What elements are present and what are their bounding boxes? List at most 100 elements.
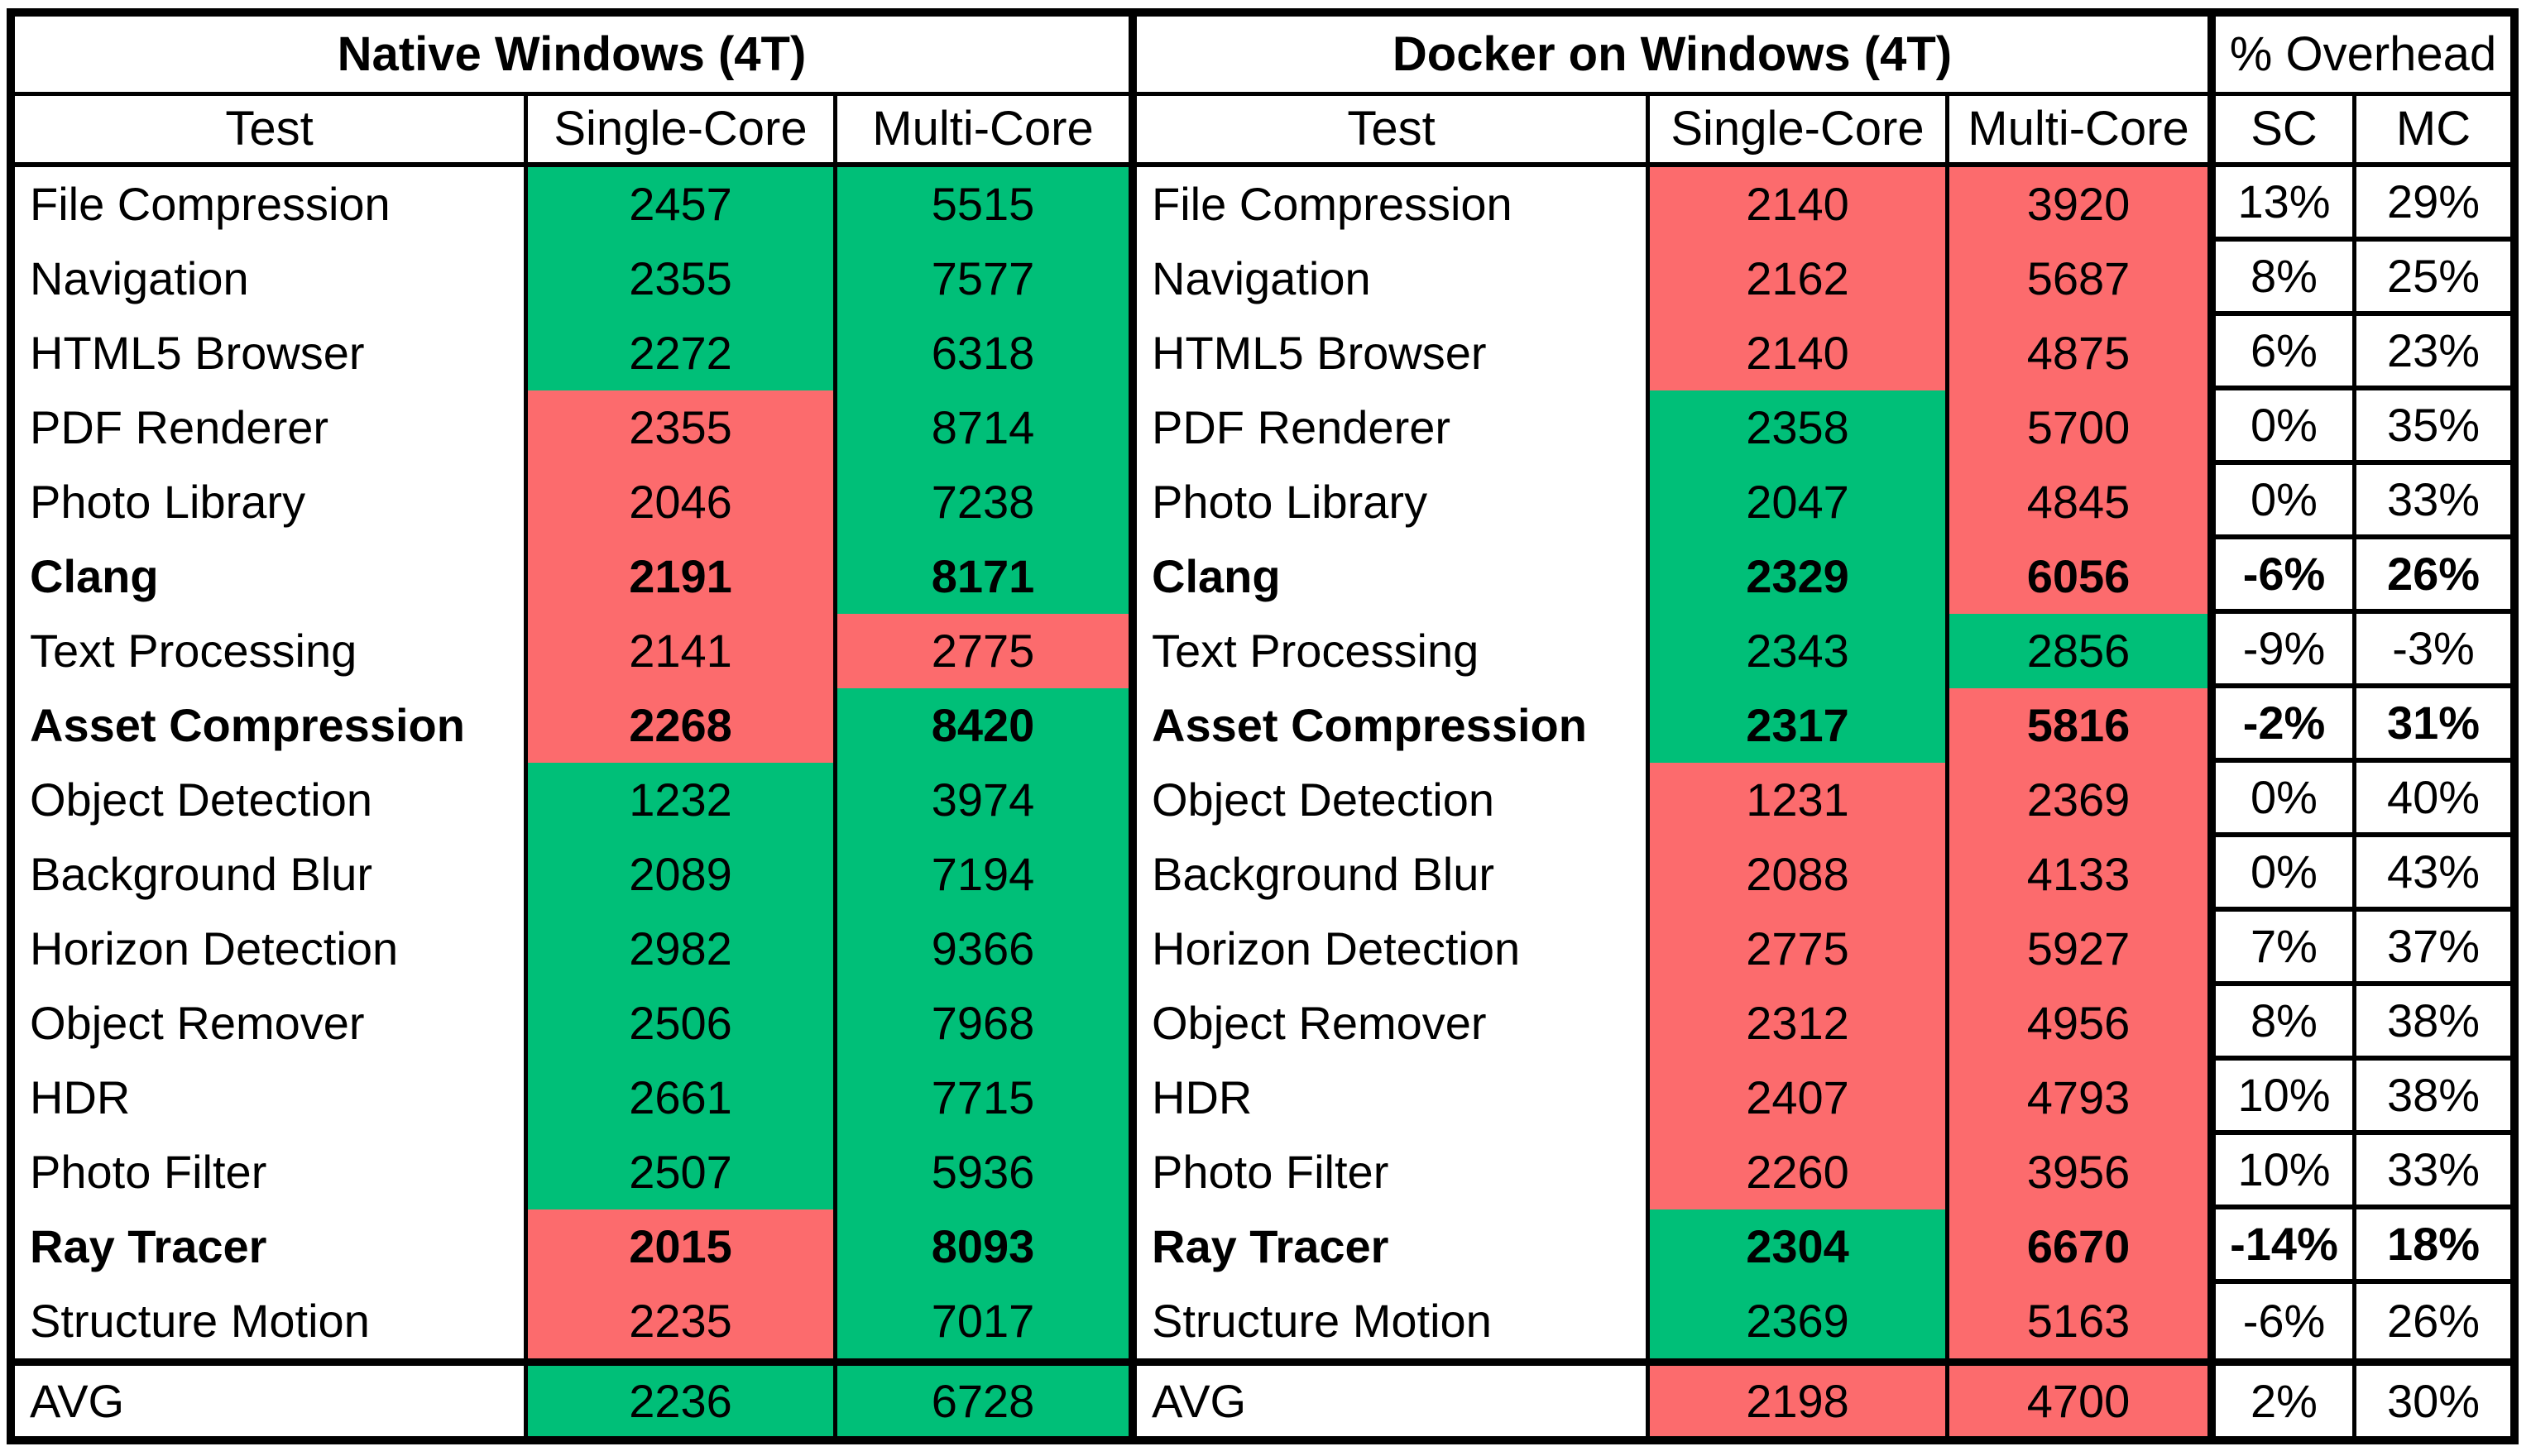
overhead-mc-value: 37% [2356,912,2510,986]
docker-test-cell: Horizon Detection [1137,912,1650,986]
native-sc-value: 2661 [528,1061,837,1135]
overhead-sc-value: 13% [2216,167,2356,242]
native-test-header: Test [15,96,528,167]
native-test-cell: Text Processing [15,614,528,688]
docker-sc-value: 2358 [1650,390,1949,465]
native-sc-value: 2141 [528,614,837,688]
docker-test-cell: Photo Filter [1137,1135,1650,1209]
native-test-cell: Clang [15,539,528,614]
docker-mc-value: 4845 [1949,465,2216,539]
docker-multi-core-header: Multi-Core [1949,96,2216,167]
overhead-mc-header: MC [2356,96,2510,167]
overhead-sc-value: -6% [2216,1284,2356,1358]
docker-test-cell: Clang [1137,539,1650,614]
native-test-cell: HDR [15,1061,528,1135]
docker-mc-value: 2856 [1949,614,2216,688]
docker-sc-value: 2407 [1650,1061,1949,1135]
overhead-sc-value: -6% [2216,539,2356,614]
overhead-mc-value: 26% [2356,539,2510,614]
docker-test-cell: Structure Motion [1137,1284,1650,1358]
docker-mc-value: 3956 [1949,1135,2216,1209]
overhead-mc-value: 26% [2356,1284,2510,1358]
native-test-cell: Asset Compression [15,688,528,763]
docker-sc-value: 2775 [1650,912,1949,986]
native-test-cell: Structure Motion [15,1284,528,1358]
overhead-mc-value: 38% [2356,1061,2510,1135]
docker-test-cell: Object Detection [1137,763,1650,837]
native-mc-value: 7968 [837,986,1137,1061]
native-mc-value: 7194 [837,837,1137,912]
overhead-sc-value: 0% [2216,390,2356,465]
overhead-sc-value: -9% [2216,614,2356,688]
docker-sc-value: 2140 [1650,167,1949,242]
native-sc-value: 2236 [528,1358,837,1436]
overhead-sc-value: 10% [2216,1135,2356,1209]
docker-sc-value: 2260 [1650,1135,1949,1209]
overhead-sc-value: -14% [2216,1209,2356,1284]
native-sc-value: 2355 [528,390,837,465]
native-mc-value: 6318 [837,316,1137,390]
docker-mc-value: 4700 [1949,1358,2216,1436]
native-sc-value: 2457 [528,167,837,242]
native-mc-value: 8420 [837,688,1137,763]
docker-mc-value: 4133 [1949,837,2216,912]
docker-test-cell: HTML5 Browser [1137,316,1650,390]
overhead-sc-value: 8% [2216,986,2356,1061]
overhead-mc-value: -3% [2356,614,2510,688]
overhead-mc-value: 30% [2356,1358,2510,1436]
benchmark-comparison-table: Native Windows (4T) Docker on Windows (4… [7,8,2519,1444]
native-mc-value: 8093 [837,1209,1137,1284]
docker-sc-value: 2304 [1650,1209,1949,1284]
overhead-sc-value: -2% [2216,688,2356,763]
docker-mc-value: 5687 [1949,242,2216,316]
native-mc-value: 6728 [837,1358,1137,1436]
overhead-mc-value: 33% [2356,1135,2510,1209]
docker-mc-value: 6056 [1949,539,2216,614]
docker-test-cell: Text Processing [1137,614,1650,688]
native-sc-value: 2015 [528,1209,837,1284]
docker-sc-value: 2088 [1650,837,1949,912]
native-sc-value: 2506 [528,986,837,1061]
native-test-cell: Background Blur [15,837,528,912]
overhead-mc-value: 40% [2356,763,2510,837]
docker-test-cell: HDR [1137,1061,1650,1135]
overhead-sc-value: 8% [2216,242,2356,316]
docker-sc-value: 2162 [1650,242,1949,316]
docker-mc-value: 5163 [1949,1284,2216,1358]
docker-test-cell: File Compression [1137,167,1650,242]
native-test-cell: HTML5 Browser [15,316,528,390]
docker-test-header: Test [1137,96,1650,167]
docker-test-cell: PDF Renderer [1137,390,1650,465]
overhead-sc-value: 10% [2216,1061,2356,1135]
docker-mc-value: 5816 [1949,688,2216,763]
docker-mc-value: 5927 [1949,912,2216,986]
native-mc-value: 2775 [837,614,1137,688]
native-sc-value: 2272 [528,316,837,390]
overhead-sc-value: 0% [2216,837,2356,912]
overhead-mc-value: 18% [2356,1209,2510,1284]
overhead-sc-value: 0% [2216,465,2356,539]
docker-sc-value: 2317 [1650,688,1949,763]
overhead-mc-value: 25% [2356,242,2510,316]
docker-sc-value: 2198 [1650,1358,1949,1436]
overhead-sc-value: 2% [2216,1358,2356,1436]
docker-sc-value: 2329 [1650,539,1949,614]
native-sc-value: 2089 [528,837,837,912]
docker-test-cell: Background Blur [1137,837,1650,912]
overhead-mc-value: 33% [2356,465,2510,539]
native-test-cell: Navigation [15,242,528,316]
docker-section-title: Docker on Windows (4T) [1137,17,2216,96]
docker-mc-value: 6670 [1949,1209,2216,1284]
overhead-mc-value: 29% [2356,167,2510,242]
overhead-mc-value: 35% [2356,390,2510,465]
native-sc-value: 2507 [528,1135,837,1209]
docker-mc-value: 4793 [1949,1061,2216,1135]
overhead-sc-header: SC [2216,96,2356,167]
native-test-cell: Photo Library [15,465,528,539]
native-sc-value: 2355 [528,242,837,316]
docker-mc-value: 4875 [1949,316,2216,390]
native-sc-value: 2191 [528,539,837,614]
native-test-cell: Object Detection [15,763,528,837]
native-test-cell: File Compression [15,167,528,242]
docker-mc-value: 3920 [1949,167,2216,242]
